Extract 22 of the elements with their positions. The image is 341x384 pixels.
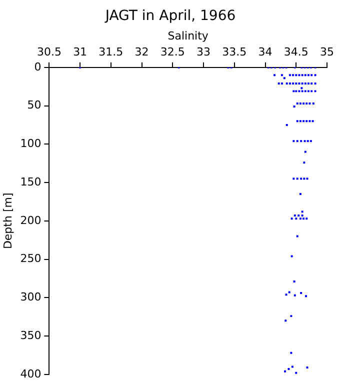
x-tick-label: 31: [73, 46, 88, 59]
y-tick-label: 150: [20, 175, 42, 188]
x-tick-label: 33.5: [222, 46, 247, 59]
y-axis-title: Depth [m]: [1, 192, 14, 250]
x-tick-label: 34: [258, 46, 272, 59]
y-tick-label: 400: [20, 367, 42, 380]
x-tick-label: 32: [134, 46, 149, 59]
x-tick-label: 34.5: [284, 46, 308, 59]
x-axis-title: Salinity: [168, 29, 209, 42]
y-tick-label: 300: [20, 290, 42, 304]
x-tick-label: 33: [196, 46, 211, 59]
y-tick-label: 100: [20, 137, 42, 150]
x-tick-label: 35: [320, 46, 334, 59]
y-tick-label: 250: [20, 252, 42, 266]
y-tick-label: 0: [34, 60, 42, 74]
y-tick-label: 350: [20, 328, 42, 342]
y-tick-label: 50: [27, 98, 42, 112]
x-tick-label: 30.5: [36, 46, 62, 59]
y-tick-label: 200: [20, 214, 42, 227]
x-tick-label: 31.5: [98, 46, 124, 59]
chart-title: JAGT in April, 1966: [104, 8, 237, 24]
x-tick-label: 32.5: [160, 46, 185, 59]
